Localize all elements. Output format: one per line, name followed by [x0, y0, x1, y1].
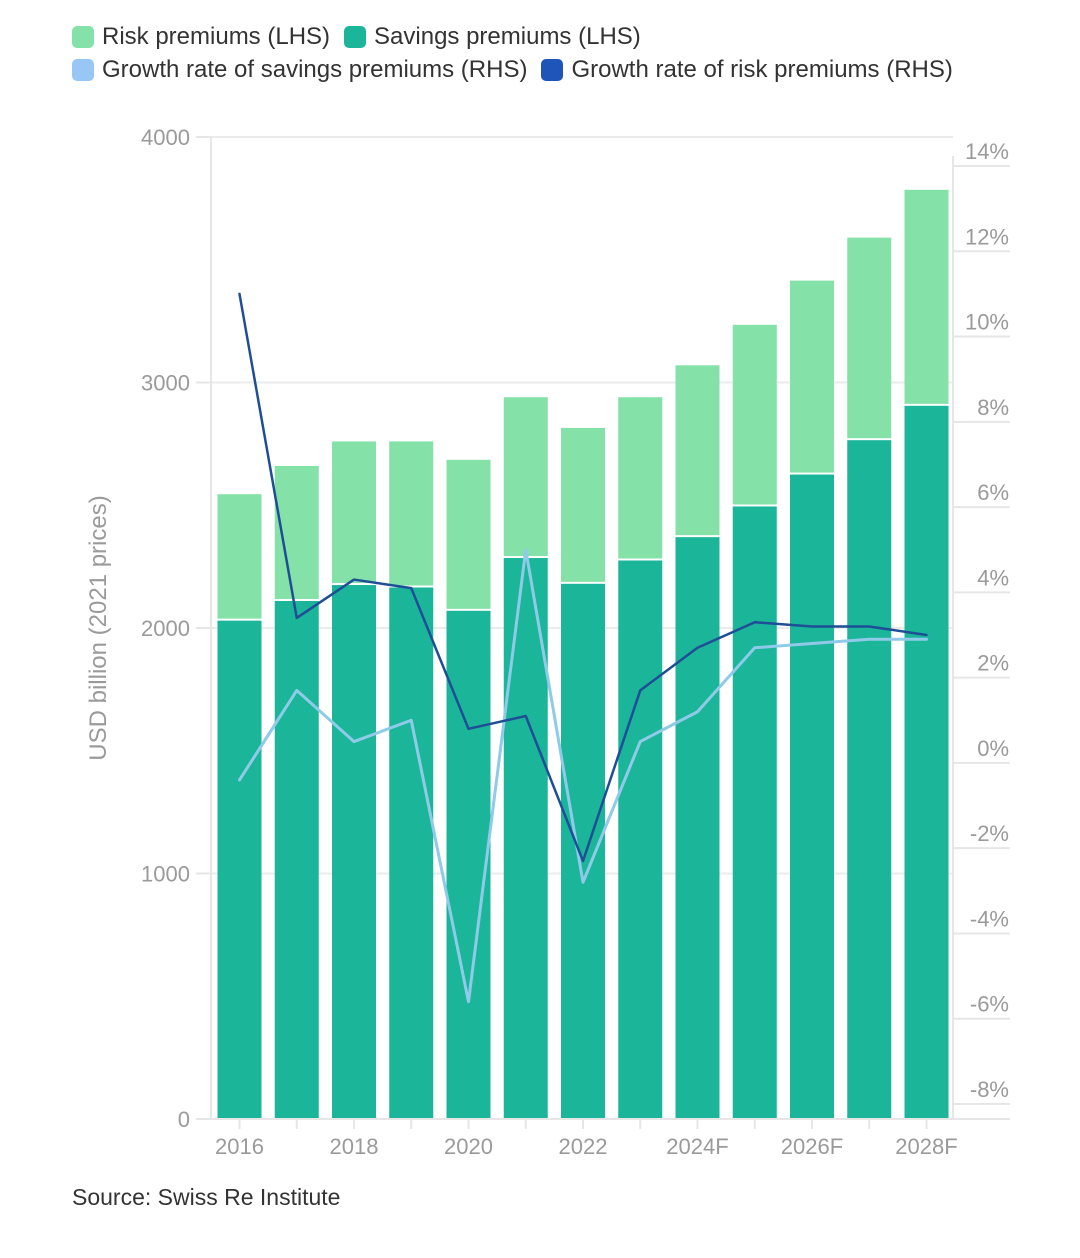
right-tick-label: 8% [977, 395, 1009, 420]
legend-label: Risk premiums (LHS) [102, 22, 331, 50]
bar-risk-premiums [446, 459, 491, 609]
legend-label: Growth rate of savings premiums (RHS) [102, 55, 528, 83]
left-tick-label: 1000 [141, 862, 190, 887]
right-tick-label: 14% [965, 139, 1009, 164]
legend-label: Growth rate of risk premiums (RHS) [571, 55, 953, 83]
bar-savings-premiums [675, 537, 720, 1119]
bar-savings-premiums [618, 560, 663, 1119]
line-growth-savings-premiums [238, 548, 928, 1004]
bar-risk-premiums [217, 494, 262, 619]
legend-item: Risk premiums (LHS) [72, 23, 330, 51]
bar-risk-premiums [618, 397, 663, 559]
legend-swatch [344, 25, 367, 48]
bar-savings-premiums [732, 506, 777, 1119]
x-tick-label: 2020 [444, 1134, 493, 1159]
bar-risk-premiums [561, 427, 605, 582]
legend-item: Savings premiums (LHS) [344, 23, 641, 51]
chart-legend: Risk premiums (LHS) Savings premiums (LHS… [72, 20, 1052, 86]
bar-risk-premiums [904, 189, 949, 404]
legend-item: Growth rate of savings premiums (RHS) [72, 56, 527, 84]
legend-row: Risk premiums (LHS) Savings premiums (LHS… [72, 20, 1052, 53]
bar-risk-premiums [332, 441, 376, 584]
right-tick-label: 10% [965, 310, 1009, 335]
x-tick-label: 2022 [559, 1134, 608, 1159]
right-tick-label: 12% [965, 224, 1009, 249]
right-tick-label: 6% [977, 480, 1009, 505]
legend-row: Growth rate of savings premiums (RHS) Gro… [72, 53, 1052, 86]
bar-savings-premiums [446, 610, 491, 1119]
bar-savings-premiums [389, 587, 434, 1119]
x-tick-label: 2028F [895, 1134, 957, 1159]
bar-savings-premiums [274, 600, 319, 1119]
legend-item: Growth rate of risk premiums (RHS) [541, 55, 953, 84]
right-tick-label: 4% [977, 565, 1009, 590]
bar-risk-premiums [389, 441, 434, 586]
x-tick-label: 2016 [215, 1134, 264, 1159]
left-tick-label: 4000 [141, 125, 190, 150]
bar-savings-premiums [332, 585, 376, 1119]
legend-swatch [72, 25, 94, 48]
legend-swatch [541, 58, 564, 81]
bar-savings-premiums [904, 405, 949, 1119]
bar-risk-premiums [503, 397, 548, 557]
bar-savings-premiums [561, 583, 605, 1119]
right-tick-label: -2% [970, 821, 1009, 846]
bar-risk-premiums [847, 237, 892, 439]
right-tick-label: -6% [970, 992, 1009, 1017]
bar-savings-premiums [847, 440, 892, 1119]
legend-swatch [72, 58, 94, 81]
right-tick-label: 2% [977, 651, 1009, 676]
legend-label: Savings premiums (LHS) [374, 22, 641, 50]
bar-savings-premiums [217, 620, 262, 1119]
left-tick-label: 2000 [141, 616, 190, 641]
left-tick-label: 3000 [141, 371, 190, 396]
right-tick-label: -8% [970, 1077, 1009, 1102]
right-tick-label: 0% [977, 736, 1009, 761]
x-tick-label: 2024F [666, 1134, 728, 1159]
bar-savings-premiums [790, 474, 834, 1119]
left-axis-title: USD billion (2021 prices) [85, 495, 112, 760]
left-tick-label: 0 [178, 1107, 190, 1132]
x-tick-label: 2026F [781, 1134, 843, 1159]
line-growth-risk-premiums [238, 292, 928, 863]
right-tick-label: -4% [970, 906, 1009, 931]
x-tick-label: 2018 [330, 1134, 379, 1159]
bar-risk-premiums [732, 324, 777, 505]
bar-risk-premiums [675, 365, 720, 536]
bar-savings-premiums [503, 558, 548, 1119]
bar-risk-premiums [790, 280, 834, 473]
source-note: Source: Swiss Re Institute [72, 1184, 341, 1210]
